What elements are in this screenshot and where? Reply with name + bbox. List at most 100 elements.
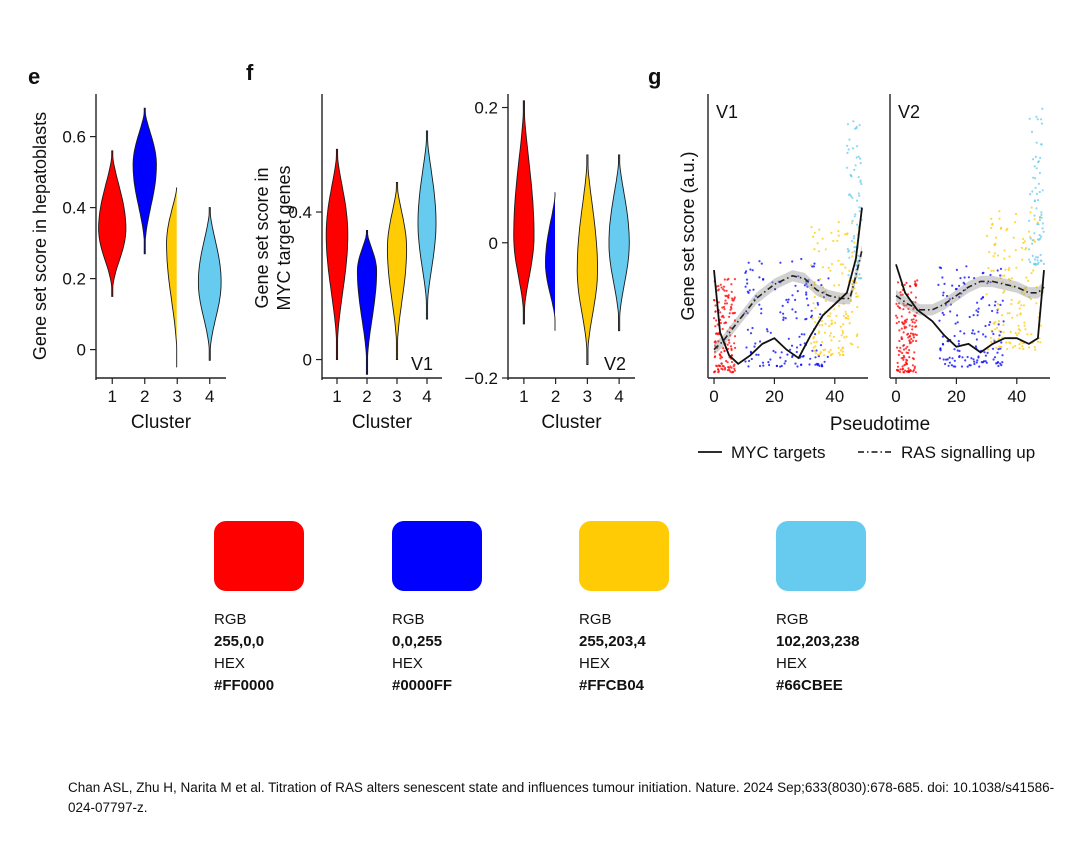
cell-point bbox=[846, 123, 850, 126]
cell-point bbox=[859, 162, 862, 165]
cell-point bbox=[851, 219, 854, 223]
cell-point bbox=[968, 315, 971, 319]
rgb-label: RGB bbox=[214, 611, 247, 628]
cell-point bbox=[1011, 346, 1015, 349]
cell-point bbox=[938, 357, 942, 360]
cell-point bbox=[726, 343, 729, 346]
cell-point bbox=[910, 291, 913, 294]
cell-point bbox=[817, 250, 821, 253]
cell-point bbox=[834, 321, 837, 325]
y-tick-label: 0.4 bbox=[62, 199, 86, 218]
cell-point bbox=[915, 319, 918, 322]
cell-point bbox=[833, 308, 836, 311]
cell-point bbox=[895, 322, 898, 325]
y-tick-label: 0 bbox=[77, 341, 86, 360]
cell-point bbox=[896, 316, 899, 319]
cell-point bbox=[1036, 238, 1040, 241]
cell-point bbox=[722, 288, 725, 291]
cell-point bbox=[826, 355, 829, 358]
x-tick-label: 20 bbox=[765, 387, 784, 406]
cell-point bbox=[958, 295, 961, 299]
cell-point bbox=[852, 237, 856, 240]
cell-point bbox=[988, 251, 991, 254]
cell-point bbox=[941, 311, 944, 314]
y-axis-label: Gene set score in bbox=[252, 167, 272, 308]
cell-point bbox=[851, 255, 854, 258]
cell-point bbox=[1035, 207, 1038, 210]
cell-point bbox=[846, 247, 849, 251]
cell-point bbox=[900, 327, 903, 330]
panel-letter: f bbox=[246, 60, 254, 85]
cell-point bbox=[822, 286, 825, 289]
cell-point bbox=[997, 323, 1000, 326]
cell-point bbox=[998, 345, 1001, 348]
cell-point bbox=[913, 367, 916, 370]
cell-point bbox=[1035, 192, 1038, 195]
cell-point bbox=[837, 234, 840, 237]
cell-point bbox=[907, 307, 910, 310]
cell-point bbox=[990, 329, 993, 332]
cell-point bbox=[992, 332, 995, 336]
cell-point bbox=[1024, 248, 1027, 251]
cell-point bbox=[746, 290, 749, 293]
cell-point bbox=[1011, 285, 1014, 288]
cell-point bbox=[1038, 171, 1041, 175]
cell-point bbox=[896, 281, 900, 284]
cell-point bbox=[913, 321, 916, 324]
cell-point bbox=[899, 291, 902, 294]
cell-point bbox=[800, 363, 803, 366]
cell-point bbox=[984, 354, 988, 357]
violin-panel-e: 0 0.2 0.4 0.6 1 2 3 4 Cluster Gene set score in h… bbox=[28, 64, 226, 433]
cell-point bbox=[983, 351, 986, 354]
legend: MYC targets RAS signalling up bbox=[698, 443, 1035, 462]
cell-point bbox=[822, 296, 826, 299]
cell-point bbox=[726, 361, 729, 364]
cell-point bbox=[818, 364, 821, 367]
cell-point bbox=[1003, 257, 1006, 260]
cell-point bbox=[730, 283, 733, 286]
cell-point bbox=[814, 363, 817, 366]
cell-point bbox=[1033, 214, 1036, 217]
hex-label: HEX bbox=[214, 655, 245, 672]
cell-point bbox=[851, 279, 854, 282]
cell-point bbox=[820, 319, 823, 323]
cell-point bbox=[947, 364, 950, 367]
cell-point bbox=[1022, 241, 1025, 244]
cell-point bbox=[912, 318, 915, 321]
cell-point bbox=[948, 298, 952, 301]
cell-point bbox=[817, 316, 820, 319]
x-tick-label: 0 bbox=[891, 387, 900, 406]
cell-point bbox=[719, 283, 722, 286]
cell-point bbox=[806, 285, 809, 288]
cell-point bbox=[1036, 259, 1039, 262]
cell-point bbox=[1023, 293, 1026, 296]
cell-point bbox=[767, 361, 770, 364]
cell-point bbox=[1040, 216, 1043, 219]
cell-point bbox=[902, 331, 905, 334]
cell-point bbox=[1017, 324, 1020, 327]
cell-point bbox=[730, 348, 733, 352]
cell-point bbox=[959, 330, 962, 333]
cell-point bbox=[837, 259, 840, 262]
cell-point bbox=[1033, 218, 1036, 221]
cell-point bbox=[748, 359, 751, 363]
cell-point bbox=[895, 314, 898, 317]
x-tick-label: 40 bbox=[1007, 387, 1026, 406]
cell-point bbox=[1027, 248, 1031, 251]
cell-point bbox=[830, 231, 833, 234]
cell-point bbox=[996, 269, 999, 272]
cell-point bbox=[762, 364, 765, 367]
cell-point bbox=[821, 266, 825, 269]
cell-point bbox=[726, 369, 730, 372]
cell-point bbox=[898, 329, 901, 332]
cell-point bbox=[898, 370, 902, 374]
cell-point bbox=[854, 281, 858, 284]
cell-point bbox=[993, 322, 996, 325]
cell-point bbox=[714, 340, 717, 343]
cell-point bbox=[782, 312, 785, 315]
cell-point bbox=[897, 369, 900, 372]
cell-point bbox=[941, 276, 944, 279]
x-tick-label: 4 bbox=[205, 387, 214, 406]
myc-targets-line bbox=[895, 264, 1045, 354]
cell-point bbox=[824, 322, 827, 325]
